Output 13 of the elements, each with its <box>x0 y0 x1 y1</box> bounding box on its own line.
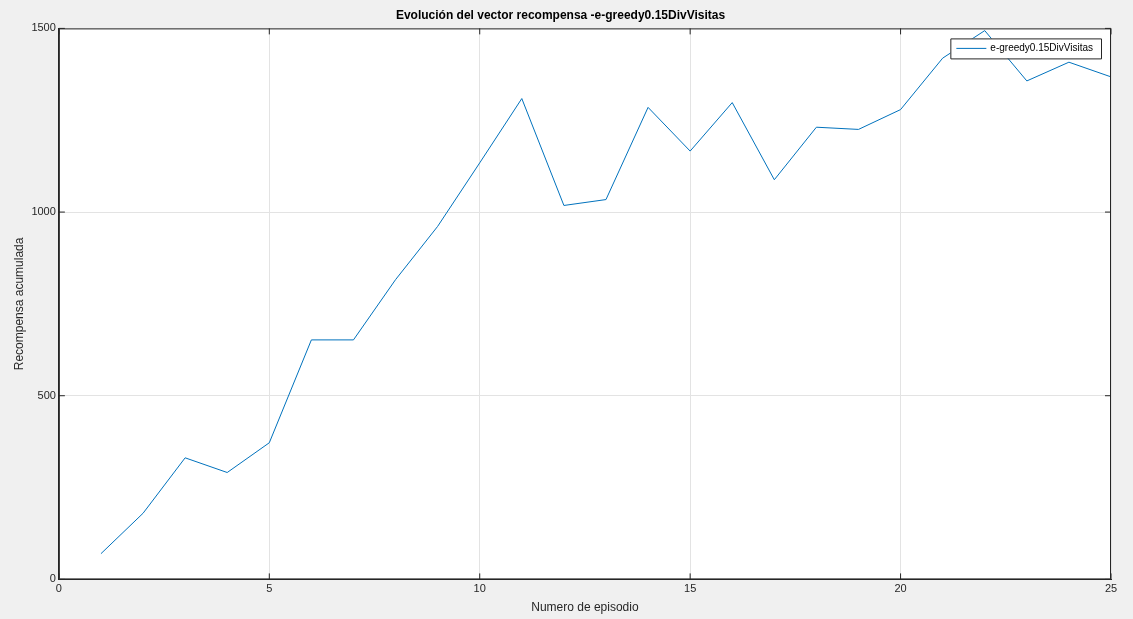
x-tick-label: 5 <box>266 582 273 595</box>
y-tick-label: 500 <box>37 388 56 401</box>
x-tick-label: 25 <box>1104 582 1118 595</box>
x-tick-label: 15 <box>684 582 697 595</box>
legend-label: e-greedy0.15DivVisitas <box>990 42 1094 54</box>
y-axis-title: Recompensa acumulada <box>11 237 26 371</box>
y-tick-label: 0 <box>49 572 56 585</box>
chart-title: Evolución del vector recompensa -e-greedy0.15DivVisitas <box>395 7 726 22</box>
y-tick-label: 1000 <box>31 205 56 218</box>
x-axis-title: Numero de episodio <box>531 600 639 615</box>
x-tick-label: 20 <box>894 582 907 595</box>
x-tick-label: 10 <box>473 582 486 595</box>
y-tick-label: 1500 <box>31 21 56 34</box>
